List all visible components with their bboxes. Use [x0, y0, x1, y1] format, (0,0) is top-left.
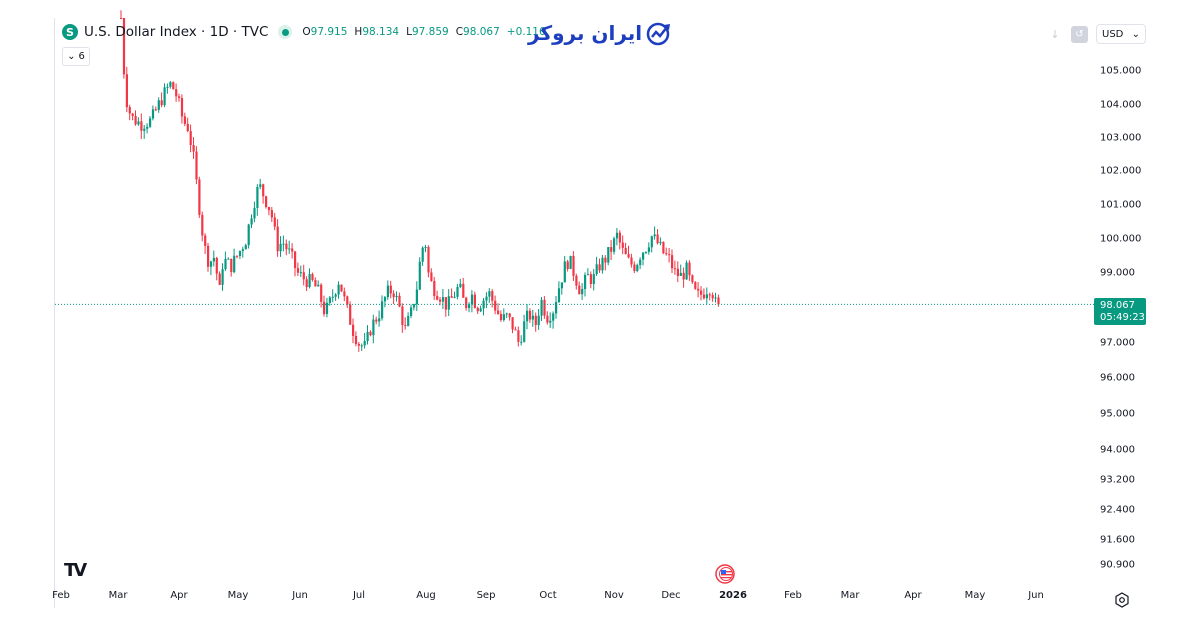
close-value: 98.067 [463, 26, 500, 38]
market-status-icon[interactable] [278, 25, 293, 39]
symbol-legend: S U.S. Dollar Index · 1D · TVC O97.915 H… [62, 24, 546, 40]
ohlc-values: O97.915 H98.134 L97.859 C98.067 +0.116 [302, 26, 546, 38]
indicator-count: 6 [78, 51, 85, 62]
price-axis[interactable]: 105.000 104.000 103.000 102.000 101.000 100.0… [1086, 18, 1156, 586]
time-tick: Aug [416, 590, 436, 601]
time-tick: Mar [840, 590, 860, 601]
time-tick: Apr [170, 590, 188, 601]
open-value: 97.915 [310, 26, 348, 38]
indicators-collapse-button[interactable]: ⌄ 6 [62, 47, 90, 66]
price-tick: 91.600 [1100, 534, 1135, 546]
time-tick: Dec [661, 590, 681, 601]
price-tick: 100.000 [1100, 233, 1142, 245]
time-axis[interactable]: Feb Mar Apr May Jun Jul Aug Sep Oct Nov Dec 2026 Feb… [0, 590, 1200, 608]
price-tick: 90.900 [1100, 559, 1135, 571]
arrow-down-icon[interactable]: ↓ [1050, 27, 1060, 41]
price-tick: 102.000 [1100, 165, 1142, 177]
price-tick: 97.000 [1100, 337, 1135, 349]
top-right-controls: ↓ ↺ USD ⌄ [1047, 24, 1146, 44]
brand-name: ایران بروکر [528, 21, 643, 45]
time-tick: Jun [1028, 590, 1044, 601]
price-tick: 103.000 [1100, 132, 1142, 144]
time-tick: Feb [784, 590, 802, 601]
price-tick: 92.400 [1100, 504, 1135, 516]
change-value: +0.116 [506, 26, 546, 38]
time-tick: Nov [604, 590, 624, 601]
price-tick: 99.000 [1100, 267, 1135, 279]
high-value: 98.134 [362, 26, 400, 38]
low-value: 97.859 [411, 26, 449, 38]
time-tick: Sep [476, 590, 496, 601]
trend-chart-icon [646, 22, 671, 46]
tradingview-logo-icon[interactable]: TV [64, 560, 87, 581]
time-tick: Feb [52, 590, 70, 601]
currency-value: USD [1102, 28, 1124, 40]
price-tick: 95.000 [1100, 408, 1135, 420]
price-tick: 93.200 [1100, 474, 1135, 486]
price-tick: 105.000 [1100, 65, 1142, 77]
time-tick: May [227, 590, 249, 601]
time-tick: Apr [904, 590, 922, 601]
bar-countdown: 05:49:23 [1100, 312, 1145, 323]
last-price-label: 98.067 05:49:23 [1094, 298, 1146, 325]
time-tick: 2026 [719, 590, 747, 601]
price-tick: 94.000 [1100, 444, 1135, 456]
price-tick: 101.000 [1100, 199, 1142, 211]
symbol-title[interactable]: U.S. Dollar Index · 1D · TVC [84, 24, 269, 40]
time-tick: Jun [292, 590, 308, 601]
time-tick: Mar [108, 590, 128, 601]
symbol-icon: S [62, 24, 78, 40]
chart-left-border [54, 18, 55, 608]
currency-select[interactable]: USD ⌄ [1096, 24, 1146, 44]
time-tick: May [964, 590, 986, 601]
undo-icon[interactable]: ↺ [1071, 25, 1088, 43]
gear-icon[interactable] [1114, 592, 1130, 608]
last-price: 98.067 [1100, 300, 1135, 311]
chevron-down-icon: ⌄ [67, 51, 76, 62]
us-flag-event-icon[interactable] [713, 564, 737, 584]
price-tick: 96.000 [1100, 372, 1135, 384]
chevron-down-icon: ⌄ [1131, 28, 1140, 40]
price-tick: 104.000 [1100, 99, 1142, 111]
time-tick: Oct [539, 590, 557, 601]
time-tick: Jul [352, 590, 366, 601]
brand-logo: ایران بروکر [528, 20, 672, 46]
